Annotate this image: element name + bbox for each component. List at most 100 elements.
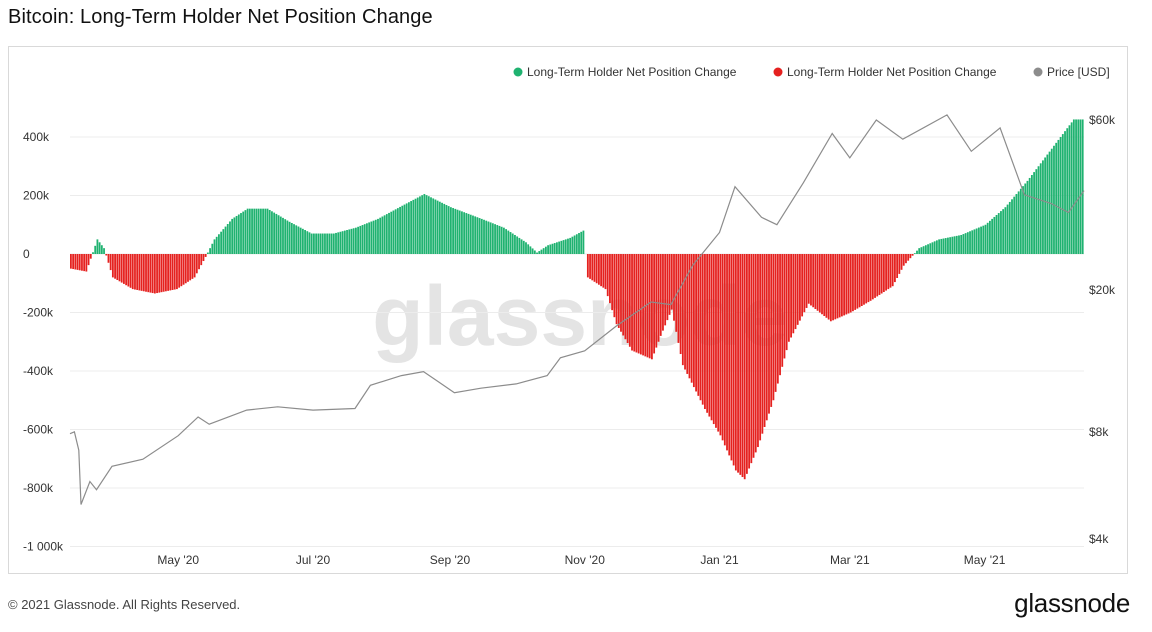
- bar: [1017, 191, 1020, 254]
- bar: [785, 254, 788, 351]
- bar: [759, 254, 762, 441]
- bar: [871, 254, 874, 300]
- bar: [836, 254, 839, 319]
- bar: [372, 220, 375, 254]
- bar: [666, 254, 669, 321]
- bar: [874, 254, 876, 298]
- bar: [275, 213, 278, 254]
- bar: [768, 254, 770, 414]
- bar: [288, 221, 291, 254]
- bar: [78, 254, 81, 271]
- bar: [87, 254, 90, 266]
- bar: [136, 254, 139, 290]
- bar: [1046, 154, 1049, 254]
- bar: [1008, 201, 1011, 254]
- bar: [476, 217, 479, 254]
- bar: [1035, 169, 1038, 254]
- bar: [491, 223, 494, 254]
- bar: [615, 254, 618, 325]
- bar: [72, 254, 75, 270]
- bar: [1055, 142, 1058, 254]
- bar: [286, 220, 289, 254]
- bar: [560, 240, 563, 254]
- legend-item[interactable]: Long-Term Holder Net Position Change: [513, 65, 737, 79]
- bar: [94, 245, 97, 254]
- bar: [151, 254, 154, 294]
- bar: [381, 216, 384, 254]
- bar: [876, 254, 879, 297]
- bar: [147, 254, 150, 293]
- bar: [911, 254, 914, 256]
- bar: [1000, 211, 1002, 254]
- bar: [748, 254, 751, 469]
- bar: [558, 241, 561, 254]
- bar: [922, 246, 925, 254]
- bar: [520, 239, 523, 255]
- bar: [949, 237, 952, 254]
- bar: [142, 254, 145, 292]
- bar: [321, 233, 324, 254]
- bar: [222, 229, 225, 254]
- bar: [719, 254, 722, 436]
- bar: [597, 254, 600, 285]
- bar: [215, 236, 218, 254]
- bar: [896, 254, 899, 278]
- bar: [158, 254, 161, 293]
- bar: [509, 232, 512, 254]
- bar: [339, 231, 342, 254]
- bar: [549, 244, 552, 254]
- legend-item[interactable]: Price [USD]: [1033, 65, 1110, 79]
- bar: [613, 254, 616, 318]
- bar: [100, 245, 103, 254]
- bar: [604, 254, 607, 290]
- y-right-tick-label: $4k: [1089, 532, 1109, 546]
- bar: [434, 199, 437, 254]
- bar: [980, 226, 982, 254]
- bar: [171, 254, 174, 290]
- bar: [374, 219, 377, 254]
- bar: [209, 248, 211, 254]
- bar: [438, 201, 441, 254]
- bar: [176, 254, 178, 290]
- y-right-tick-label: $60k: [1089, 113, 1116, 127]
- bar: [927, 244, 929, 254]
- bar: [125, 254, 128, 286]
- bar: [343, 230, 346, 254]
- bar: [556, 242, 558, 254]
- bar: [518, 237, 521, 254]
- bar: [964, 233, 967, 254]
- chart-frame: [8, 46, 1128, 574]
- bar: [308, 232, 311, 254]
- bar: [1064, 131, 1066, 254]
- bar: [600, 254, 603, 287]
- bar: [304, 230, 306, 254]
- bar: [149, 254, 152, 293]
- bar: [966, 232, 969, 254]
- legend[interactable]: Long-Term Holder Net Position Change Long…: [513, 65, 1110, 79]
- bar: [706, 254, 709, 413]
- y-left-tick-label: 0: [23, 247, 30, 261]
- bar: [383, 215, 386, 254]
- bar: [902, 254, 905, 266]
- bar: [540, 249, 543, 254]
- bar: [602, 254, 605, 288]
- bar: [310, 233, 313, 254]
- bar: [1072, 119, 1075, 254]
- bar: [330, 233, 333, 254]
- bar: [1019, 188, 1022, 254]
- bar: [989, 220, 991, 254]
- bar: [606, 254, 609, 297]
- bar: [220, 231, 223, 254]
- bar: [947, 237, 949, 254]
- glassnode-logo[interactable]: glassnode: [1014, 588, 1130, 618]
- bar: [852, 254, 854, 312]
- bar: [916, 250, 918, 254]
- y-axis-left: 400k 200k 0 -200k -400k -600k -800k -1 000k: [23, 130, 64, 554]
- bar: [1030, 175, 1033, 254]
- bar: [626, 254, 629, 343]
- bar: [463, 212, 466, 254]
- legend-item[interactable]: Long-Term Holder Net Position Change: [773, 65, 997, 79]
- bar: [408, 202, 410, 254]
- bar: [193, 254, 196, 278]
- bar: [567, 238, 569, 254]
